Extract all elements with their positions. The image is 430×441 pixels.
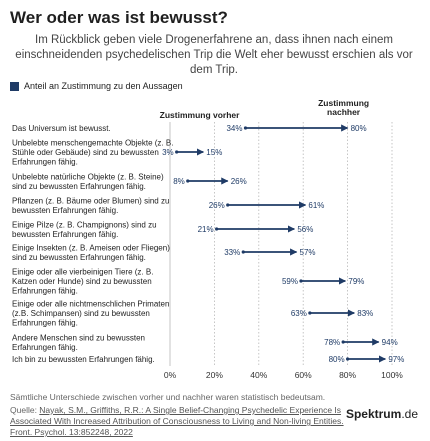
category-label: Unbelebte natürliche Objekte (z. B. Stei… [12, 172, 164, 181]
category-label: Andere Menschen sind zu bewussten [12, 333, 145, 342]
category-label: Das Universum ist bewusst. [12, 124, 111, 133]
header-before: Zustimmung vorher [160, 110, 241, 120]
category-label: Erfahrungen fähig. [12, 343, 78, 352]
value-label-after: 80% [351, 124, 367, 133]
value-label-after: 57% [300, 248, 316, 257]
category-label: bewussten Erfahrungen fähig. [12, 206, 118, 215]
category-label: sind zu bewussten Erfahrungen fähig. [12, 182, 146, 191]
value-label-before: 26% [209, 201, 225, 210]
legend: Anteil an Zustimmung zu den Aussagen [10, 81, 183, 91]
category-label: Einige Insekten (z. B. Ameisen oder Flie… [12, 243, 170, 252]
x-tick-label: 40% [250, 370, 267, 380]
value-label-before: 78% [324, 338, 340, 347]
source-prefix: Quelle: [10, 405, 40, 415]
category-label: Stühle oder Gebäude) sind zu bewussten [12, 148, 159, 157]
x-tick-label: 60% [295, 370, 312, 380]
category-label: Einige oder alle nichtmenschlichen Prima… [12, 300, 169, 309]
chart-title: Wer oder was ist bewusst? [10, 8, 228, 27]
category-label: Erfahrungen fähig. [12, 158, 78, 167]
header-after: nachher [327, 107, 361, 117]
category-label: bewussten Erfahrungen fähig. [12, 230, 118, 239]
category-label: Ich bin zu bewussten Erfahrungen fähig. [12, 355, 155, 364]
value-label-before: 80% [329, 355, 345, 364]
value-label-after: 61% [308, 201, 324, 210]
value-label-before: 8% [173, 177, 185, 186]
value-label-after: 56% [297, 225, 313, 234]
value-label-after: 79% [348, 277, 364, 286]
brand-logo: Spektrum.de [346, 407, 418, 421]
x-tick-label: 0% [164, 370, 177, 380]
category-label: (z.B. Schimpansen) sind zu bewussten [12, 309, 150, 318]
brand-tld: .de [401, 407, 418, 421]
value-label-after: 26% [231, 177, 247, 186]
category-label: Einige Pilze (z. B. Champignons) sind zu [12, 220, 157, 229]
chart-subtitle: Im Rückblick geben viele Drogenerfahrene… [15, 34, 413, 76]
category-label: Pflanzen (z. B. Bäume oder Blumen) sind … [12, 196, 169, 205]
value-label-before: 59% [282, 277, 298, 286]
value-label-before: 33% [224, 248, 240, 257]
value-label-after: 83% [357, 309, 373, 318]
brand-name: Spektrum [345, 407, 402, 421]
x-tick-label: 80% [339, 370, 356, 380]
category-label: Einige oder alle vierbeinigen Tiere (z. … [12, 268, 153, 277]
value-label-before: 34% [226, 124, 242, 133]
source-citation: Quelle: Nayak, S.M., Griffiths, R.R.: A … [10, 405, 360, 438]
value-label-before: 21% [198, 225, 214, 234]
source-link[interactable]: Nayak, S.M., Griffiths, R.R.: A Single B… [10, 405, 344, 437]
x-tick-label: 100% [381, 370, 403, 380]
value-label-before: 63% [291, 309, 307, 318]
category-label: Erfahrungen fähig. [12, 287, 78, 296]
x-tick-label: 20% [206, 370, 223, 380]
legend-label: Anteil an Zustimmung zu den Aussagen [24, 81, 183, 91]
value-label-after: 15% [206, 148, 222, 157]
category-label: Katzen oder Hunde) sind zu bewussten [12, 277, 152, 286]
category-label: sind zu bewussten Erfahrungen fähig. [12, 253, 146, 262]
header-after: Zustimmung [318, 98, 369, 108]
value-label-after: 94% [382, 338, 398, 347]
category-label: Unbelebte menschengemachte Objekte (z. B… [12, 139, 173, 148]
value-label-after: 97% [388, 355, 404, 364]
legend-swatch [10, 81, 19, 91]
value-label-before: 3% [162, 148, 174, 157]
category-label: Erfahrungen fähig. [12, 319, 78, 328]
footer-note: Sämtliche Unterschiede zwischen vorher u… [10, 392, 326, 402]
